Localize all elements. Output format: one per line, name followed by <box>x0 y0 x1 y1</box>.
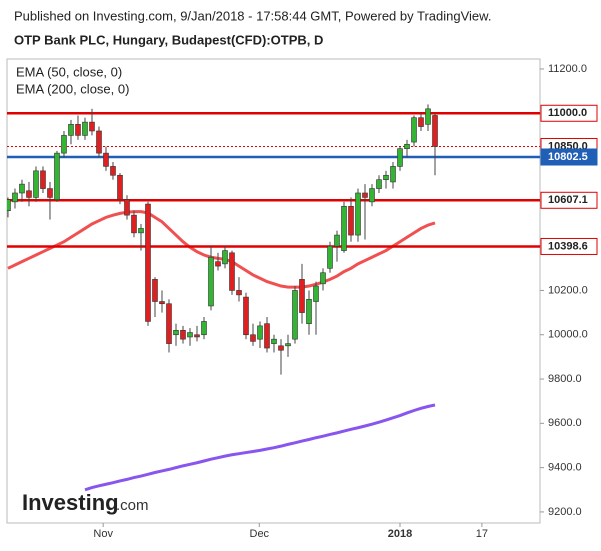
overlay: 9200.0 9400.0 9600.0 9800.0 10000.0 10200.0 10… <box>16 63 598 540</box>
x-tick-label: 2018 <box>388 528 412 540</box>
candle-body <box>47 188 53 198</box>
candle-body <box>404 143 410 149</box>
candle-body <box>180 330 186 340</box>
candle-body <box>96 130 102 154</box>
candle-body <box>257 325 263 340</box>
y-tick-label: 9800.0 <box>548 373 582 385</box>
candle-body <box>341 205 347 251</box>
candle-body <box>208 256 214 307</box>
candle-body <box>33 170 39 198</box>
candle-body <box>432 115 438 147</box>
candle-body <box>250 334 256 342</box>
level-label: 11000.0 <box>548 107 587 119</box>
candle-body <box>187 332 193 338</box>
level-label: 10398.6 <box>548 240 588 252</box>
candle-body <box>334 234 340 247</box>
candle-body <box>26 190 32 198</box>
candle-body <box>68 124 74 136</box>
candle-body <box>411 117 417 143</box>
level-label-box <box>540 191 598 209</box>
y-tick-label: 9600.0 <box>548 417 582 429</box>
candle-body <box>110 166 116 176</box>
candle-body <box>264 323 270 349</box>
y-tick-label: 10200.0 <box>548 284 588 296</box>
candle-body <box>117 174 123 200</box>
candle-body <box>285 343 291 347</box>
candle-body <box>222 250 228 265</box>
candle-body <box>152 279 158 302</box>
plot-frame <box>6 58 541 524</box>
candle-body <box>299 279 305 313</box>
level-label: 10607.1 <box>548 194 588 206</box>
x-tick-label: 17 <box>476 528 488 540</box>
candle-body <box>173 330 179 336</box>
candle-body <box>348 205 354 236</box>
plot-area <box>7 104 540 492</box>
candle-body <box>201 321 207 336</box>
candle-body <box>418 117 424 127</box>
header: Published on Investing.com, 9/Jan/2018 -… <box>14 8 491 23</box>
candle-body <box>355 192 361 236</box>
candle-body <box>40 170 46 189</box>
candle-body <box>166 303 172 344</box>
candle-body <box>306 299 312 324</box>
candle-body <box>327 245 333 269</box>
chart-title: OTP Bank PLC, Hungary, Budapest(CFD):OTP… <box>14 32 323 47</box>
x-tick-label: Nov <box>93 528 113 540</box>
candle-body <box>313 285 319 302</box>
level-label: 10802.5 <box>548 151 588 163</box>
candle-body <box>89 121 95 132</box>
candle-body <box>397 148 403 167</box>
y-tick-label: 11200.0 <box>548 63 587 75</box>
watermark: Investing <box>22 490 119 515</box>
candle-body <box>362 192 368 198</box>
ema-line <box>7 210 436 289</box>
candle-body <box>12 192 18 203</box>
candle-body <box>229 252 235 291</box>
candle-body <box>236 290 242 296</box>
y-tick-label: 9200.0 <box>548 506 582 518</box>
candle-body <box>19 183 25 194</box>
candle-body <box>54 152 60 200</box>
candle-body <box>369 188 375 203</box>
candle-body <box>159 301 165 305</box>
candle-body <box>7 199 11 212</box>
candle-body <box>376 179 382 189</box>
candle-body <box>194 334 200 338</box>
legend-entry: EMA (50, close, 0) <box>16 64 122 79</box>
x-tick-label: Dec <box>250 528 270 540</box>
candle-body <box>75 124 81 136</box>
candle-body <box>271 338 277 344</box>
candle-body <box>103 152 109 167</box>
y-tick-label: 9400.0 <box>548 462 582 474</box>
level-label-box <box>540 104 598 122</box>
candle-body <box>383 174 389 181</box>
candle-body <box>138 228 144 234</box>
candle-body <box>145 203 151 322</box>
candle-body <box>215 261 221 267</box>
level-label-box <box>540 148 598 166</box>
candle-body <box>390 166 396 183</box>
candle-body <box>131 214 137 234</box>
legend-entry: EMA (200, close, 0) <box>16 81 129 96</box>
candle-body <box>278 345 284 351</box>
candle-body <box>320 272 326 285</box>
candle-body <box>243 296 249 336</box>
candle-body <box>61 135 67 154</box>
candle-body <box>82 121 88 136</box>
y-tick-label: 10000.0 <box>548 329 588 341</box>
candle-body <box>124 199 130 216</box>
level-label-box <box>540 237 598 255</box>
watermark: .com <box>116 497 149 514</box>
ema-line <box>84 403 436 492</box>
candle-body <box>292 290 298 340</box>
candle-body <box>425 108 431 125</box>
